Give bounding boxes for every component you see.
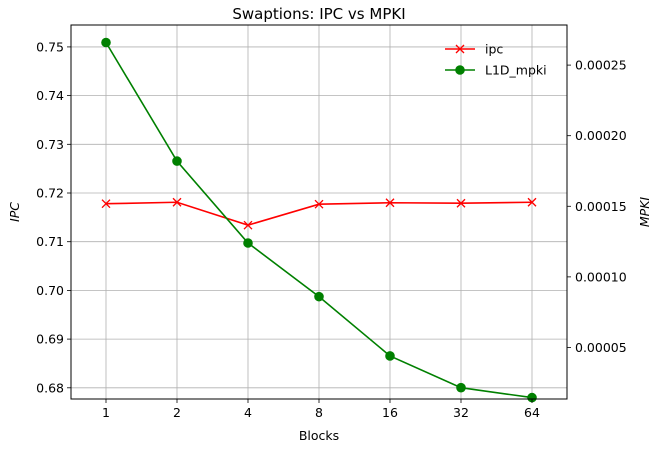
series-l1d-mpki bbox=[101, 37, 537, 403]
series-layer bbox=[101, 37, 537, 403]
x-marker-stroke bbox=[314, 199, 324, 209]
x-tick-label: 64 bbox=[524, 405, 540, 420]
x-marker-stroke bbox=[101, 199, 111, 209]
y-left-tick-label: 0.73 bbox=[36, 137, 64, 152]
x-axis-title: Blocks bbox=[299, 428, 339, 443]
data-point-l1d-mpki bbox=[243, 238, 253, 248]
legend-marker-ipc bbox=[455, 44, 465, 54]
legend-marker-l1d-mpki bbox=[455, 65, 465, 75]
x-marker-stroke bbox=[455, 44, 465, 54]
x-tick-label: 1 bbox=[102, 405, 110, 420]
legend-label-ipc: ipc bbox=[485, 42, 503, 57]
legend-label-l1d-mpki: L1D_mpki bbox=[485, 63, 547, 78]
y-left-tick-label: 0.68 bbox=[36, 380, 64, 395]
grid bbox=[71, 25, 567, 399]
y-right-tick-label: 0.00025 bbox=[575, 58, 627, 73]
data-point-l1d-mpki bbox=[172, 156, 182, 166]
data-point-ipc bbox=[172, 197, 182, 207]
data-point-ipc bbox=[527, 197, 537, 207]
ticks: 1 2 4 8 16 32 64 0.68 0.69 0.70 0.71 0.72 0.73 0.74 0.… bbox=[36, 39, 627, 420]
y-left-tick-label: 0.70 bbox=[36, 283, 64, 298]
data-point-ipc bbox=[456, 198, 466, 208]
legend: ipc L1D_mpki bbox=[445, 42, 547, 78]
x-marker-stroke bbox=[527, 197, 537, 207]
x-marker-stroke bbox=[172, 197, 182, 207]
y-left-tick-label: 0.69 bbox=[36, 332, 64, 347]
x-marker-stroke bbox=[385, 198, 395, 208]
legend-item-ipc: ipc bbox=[445, 42, 503, 57]
y-left-tick-label: 0.71 bbox=[36, 234, 64, 249]
chart-title: Swaptions: IPC vs MPKI bbox=[232, 5, 405, 23]
data-point-l1d-mpki bbox=[385, 351, 395, 361]
data-point-ipc bbox=[101, 199, 111, 209]
data-point-ipc bbox=[385, 198, 395, 208]
x-tick-label: 32 bbox=[453, 405, 469, 420]
y-left-tick-label: 0.72 bbox=[36, 186, 64, 201]
data-point-ipc bbox=[314, 199, 324, 209]
y-right-tick-label: 0.00005 bbox=[575, 340, 627, 355]
y-right-tick-label: 0.00015 bbox=[575, 199, 627, 214]
x-tick-label: 4 bbox=[244, 405, 252, 420]
y-right-tick-label: 0.00010 bbox=[575, 269, 627, 284]
y-left-axis-title: IPC bbox=[7, 202, 22, 222]
data-point-ipc bbox=[243, 220, 253, 230]
series-ipc bbox=[101, 197, 537, 230]
data-point-l1d-mpki bbox=[456, 382, 466, 393]
x-tick-label: 8 bbox=[315, 405, 323, 420]
y-right-axis-title: MPKI bbox=[637, 197, 652, 228]
x-tick-label: 16 bbox=[382, 405, 398, 420]
legend-item-l1d-mpki: L1D_mpki bbox=[445, 63, 547, 78]
y-left-tick-label: 0.75 bbox=[36, 39, 64, 54]
data-point-l1d-mpki bbox=[314, 291, 324, 302]
x-marker-stroke bbox=[243, 220, 253, 230]
data-point-l1d-mpki bbox=[101, 37, 111, 48]
y-left-tick-label: 0.74 bbox=[36, 88, 64, 103]
x-marker-stroke bbox=[456, 198, 466, 208]
y-right-tick-label: 0.00020 bbox=[575, 128, 627, 143]
x-tick-label: 2 bbox=[173, 405, 181, 420]
